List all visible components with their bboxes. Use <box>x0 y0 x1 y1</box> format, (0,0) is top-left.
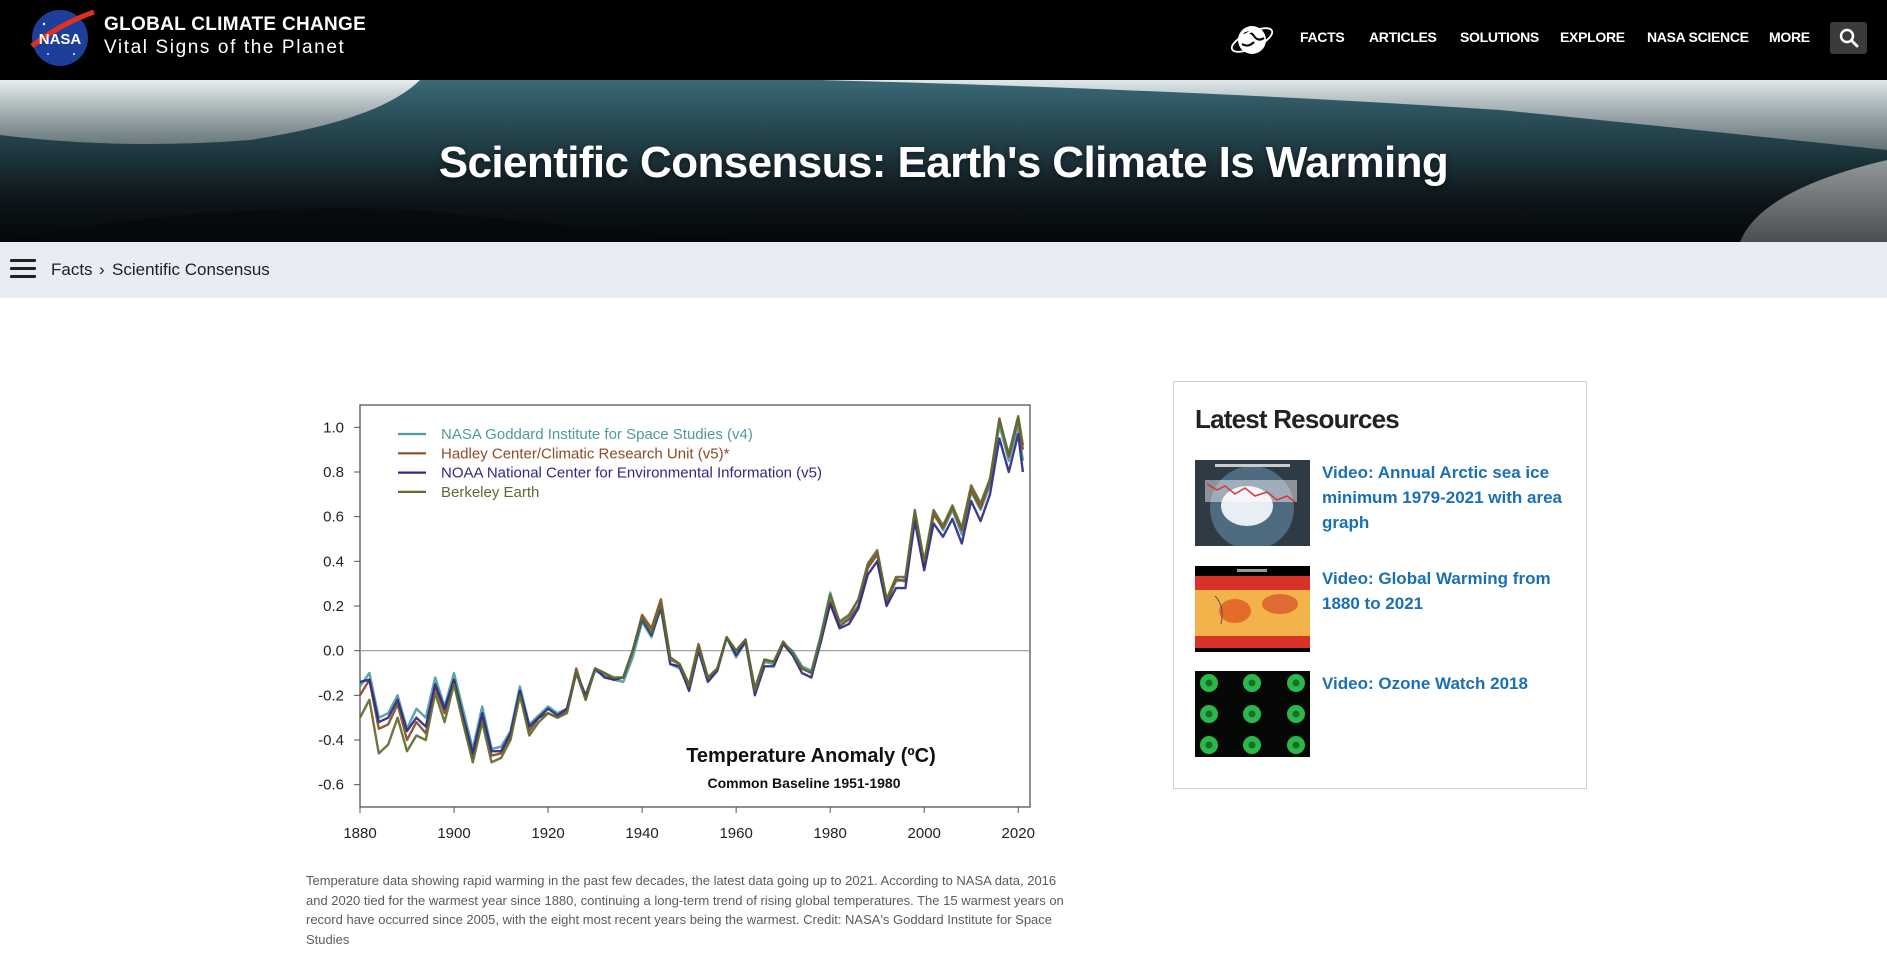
y-tick-label: 0.2 <box>323 598 344 615</box>
y-tick-label: -0.4 <box>318 732 344 749</box>
chart-title: Temperature Anomaly (ºC) <box>686 745 936 767</box>
climate-globe-icon[interactable] <box>1228 16 1276 62</box>
global-warming-map-thumbnail[interactable] <box>1195 566 1310 652</box>
site-title[interactable]: GLOBAL CLIMATE CHANGE <box>104 14 367 35</box>
resource-link-arctic-sea-ice[interactable]: Video: Annual Arctic sea ice minimum 197… <box>1322 463 1563 532</box>
nasa-logo[interactable]: NASA <box>26 6 96 68</box>
resource-link-global-warming[interactable]: Video: Global Warming from 1880 to 2021 <box>1322 569 1551 613</box>
x-tick-label: 1920 <box>531 825 564 842</box>
site-subtitle: Vital Signs of the Planet <box>104 37 346 58</box>
y-tick-label: 0.8 <box>323 464 344 481</box>
x-tick-label: 1940 <box>625 825 658 842</box>
x-tick-label: 1980 <box>813 825 846 842</box>
ozone-watch-thumbnail[interactable] <box>1195 671 1310 757</box>
search-icon <box>1839 28 1858 48</box>
resource-link-ozone-watch[interactable]: Video: Ozone Watch 2018 <box>1322 674 1528 693</box>
hero-banner: Scientific Consensus: Earth's Climate Is… <box>0 80 1887 242</box>
x-tick-label: 1880 <box>343 825 376 842</box>
nasa-logo-text: NASA <box>39 31 82 48</box>
x-tick-label: 1960 <box>719 825 752 842</box>
hero-ice-image <box>0 80 1887 242</box>
y-tick-label: 1.0 <box>323 419 344 436</box>
y-tick-label: 0.4 <box>323 553 344 570</box>
search-button[interactable] <box>1830 22 1867 54</box>
y-tick-label: -0.6 <box>318 777 344 794</box>
latest-resources-heading: Latest Resources <box>1195 404 1400 434</box>
nav-more[interactable]: MORE <box>1769 29 1810 45</box>
legend-label: Hadley Center/Climatic Research Unit (v5… <box>441 445 730 462</box>
y-tick-label: 0.0 <box>323 643 344 660</box>
nav-explore[interactable]: EXPLORE <box>1560 29 1625 45</box>
nav-solutions[interactable]: SOLUTIONS <box>1460 29 1539 45</box>
temperature-chart-svg: -0.6 -0.4 -0.2 0.0 0.2 0.4 0.6 0.8 1.0 1880 1900 19… <box>318 404 1035 842</box>
page-title: Scientific Consensus: Earth's Climate Is… <box>438 138 1449 187</box>
arctic-sea-ice-thumbnail[interactable] <box>1195 460 1310 546</box>
nav-nasa-science[interactable]: NASA SCIENCE <box>1647 29 1749 45</box>
breadcrumb: Facts › Scientific Consensus <box>0 242 1887 298</box>
x-tick-label: 1900 <box>437 825 470 842</box>
legend-label: NOAA National Center for Environmental I… <box>441 465 822 482</box>
top-navigation-bar: NASA GLOBAL CLIMATE CHANGE Vital Signs o… <box>0 0 1887 80</box>
y-tick-label: -0.2 <box>318 687 344 704</box>
chart-subtitle: Common Baseline 1951-1980 <box>708 775 901 791</box>
legend-label: Berkeley Earth <box>441 484 539 501</box>
temperature-chart: -0.6 -0.4 -0.2 0.0 0.2 0.4 0.6 0.8 1.0 1880 1900 19… <box>300 395 1060 855</box>
nav-articles[interactable]: ARTICLES <box>1369 29 1437 45</box>
legend-label: NASA Goddard Institute for Space Studies… <box>441 426 753 443</box>
series-line <box>358 415 1025 764</box>
latest-resources-panel: Latest Resources Video: Annual Arctic se… <box>1173 381 1587 789</box>
y-tick-label: 0.6 <box>323 509 344 526</box>
x-tick-label: 2000 <box>908 825 941 842</box>
breadcrumb-separator: › <box>99 260 105 279</box>
x-tick-label: 2020 <box>1002 825 1035 842</box>
menu-icon[interactable] <box>10 259 36 281</box>
breadcrumb-current: Scientific Consensus <box>112 260 270 279</box>
nav-facts[interactable]: FACTS <box>1300 29 1345 45</box>
chart-caption: Temperature data showing rapid warming i… <box>306 873 1064 947</box>
breadcrumb-facts[interactable]: Facts <box>51 260 93 279</box>
